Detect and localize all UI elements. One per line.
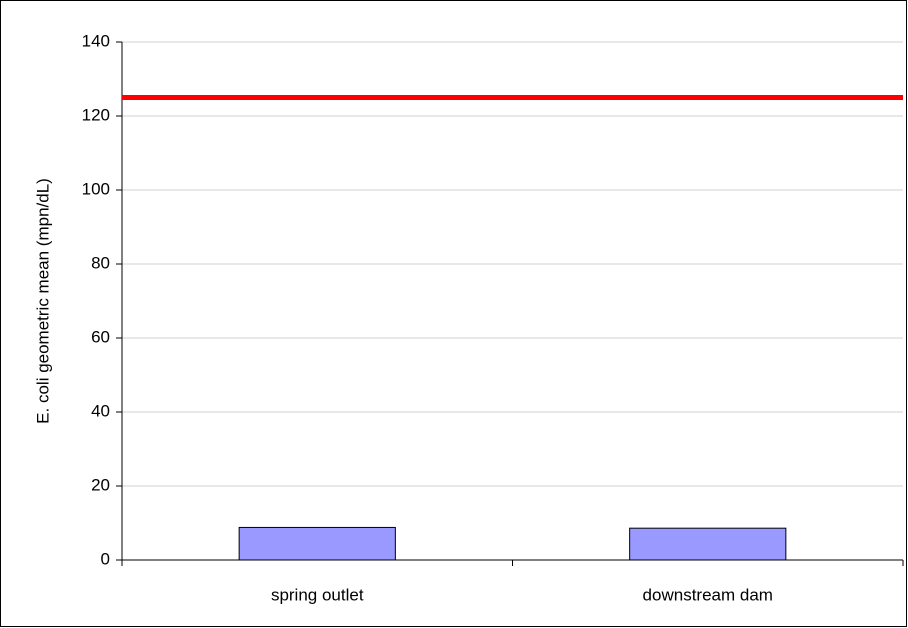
y-tick-label: 100	[82, 179, 110, 198]
y-tick-label: 120	[82, 105, 110, 124]
y-tick-label: 80	[91, 253, 110, 272]
y-tick-label: 140	[82, 31, 110, 50]
y-tick-label: 60	[91, 327, 110, 346]
x-tick-label: spring outlet	[271, 585, 364, 604]
y-tick-label: 20	[91, 475, 110, 494]
y-axis-label: E. coli geometric mean (mpn/dL)	[33, 178, 52, 424]
y-tick-label: 40	[91, 401, 110, 420]
bar	[238, 526, 396, 561]
bar	[629, 527, 787, 561]
y-tick-label: 0	[101, 549, 110, 568]
x-tick-label: downstream dam	[643, 585, 773, 604]
